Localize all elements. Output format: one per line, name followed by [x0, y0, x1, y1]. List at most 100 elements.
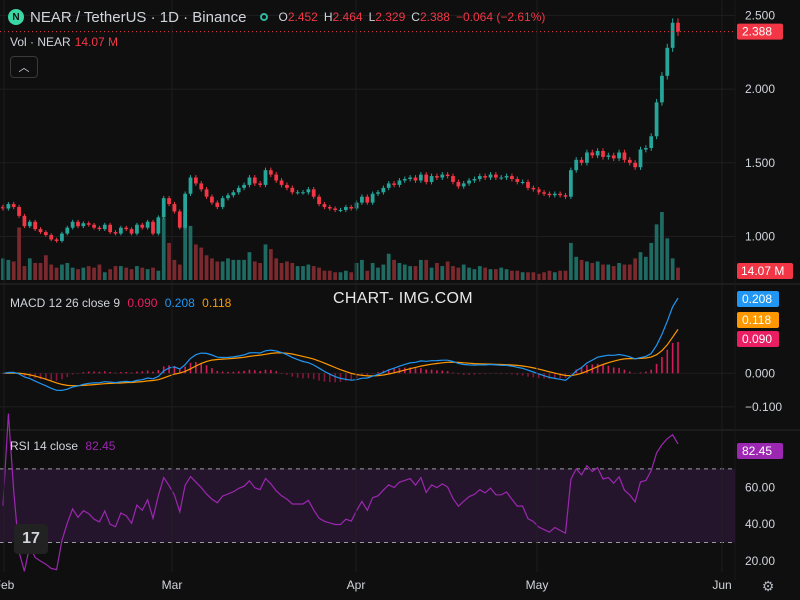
macd-histogram-bar	[275, 371, 278, 374]
candle	[542, 189, 546, 197]
time-tick-label: Apr	[347, 578, 366, 592]
volume-bar	[467, 267, 471, 280]
candle-body	[285, 184, 289, 188]
near-logo-icon: N	[8, 9, 24, 25]
tradingview-logo-icon[interactable]: 17	[14, 524, 48, 554]
macd-value-badge	[737, 331, 779, 347]
candle-body	[445, 174, 450, 177]
candle-body	[627, 159, 632, 163]
volume-bar	[33, 263, 38, 280]
candle	[167, 195, 171, 207]
volume-bar	[627, 264, 632, 280]
volume-bar	[499, 267, 504, 280]
macd-histogram-bar	[650, 369, 653, 374]
candle	[220, 195, 225, 210]
candle-body	[295, 192, 300, 194]
macd-histogram-bar	[366, 373, 369, 376]
macd-histogram-bar	[661, 357, 663, 374]
candle	[145, 219, 150, 230]
macd-histogram-bar	[425, 369, 428, 374]
candle	[568, 167, 573, 199]
watermark: CHART- IMG.COM	[333, 290, 473, 307]
candle	[17, 204, 21, 218]
macd-histogram-bar	[237, 371, 240, 374]
candle-body	[477, 176, 482, 180]
candle-body	[456, 181, 461, 187]
candle-body	[268, 170, 273, 175]
volume-value: 14.07 M	[74, 35, 119, 49]
volume-bar	[102, 272, 107, 280]
volume-bar	[17, 227, 21, 280]
candle-body	[365, 196, 370, 203]
macd-histogram-bar	[468, 373, 470, 375]
candle	[349, 204, 354, 211]
candle	[161, 195, 166, 220]
volume-bar	[418, 259, 423, 280]
macd-histogram-bar	[253, 370, 256, 374]
macd-histogram-bar	[511, 373, 513, 375]
macd-histogram-bar	[264, 369, 267, 374]
candle-body	[145, 221, 150, 228]
macd-histogram-bar	[527, 373, 529, 377]
volume-bar	[558, 270, 563, 280]
volume-bar	[510, 270, 514, 280]
macd-histogram-bar	[98, 371, 101, 374]
gear-icon[interactable]: ⚙	[761, 577, 775, 594]
macd-histogram-bar	[350, 373, 353, 381]
candle-body	[11, 204, 16, 208]
macd-histogram-bar	[195, 361, 197, 374]
candle-body	[590, 152, 595, 156]
candle-body	[327, 207, 332, 209]
volume-bar	[65, 263, 70, 280]
collapse-legend-button[interactable]: ︿	[10, 56, 38, 78]
volume-bar	[552, 272, 557, 280]
macd-histogram-bar	[82, 372, 85, 374]
macd-histogram-bar	[312, 373, 315, 380]
chart-header: N NEAR / TetherUS · 1D · Binance O2.452 …	[8, 6, 545, 28]
volume-bar	[177, 264, 182, 280]
volume-bar	[563, 270, 568, 280]
candle-body	[81, 223, 86, 227]
change-label: −0.064 (−2.61%)	[455, 10, 546, 24]
candle	[547, 191, 552, 198]
volume-bar	[108, 269, 113, 280]
candle-body	[70, 221, 75, 228]
macd-histogram-bar	[87, 371, 90, 374]
candle-body	[290, 187, 295, 193]
price-tick-label: 2.000	[745, 82, 775, 96]
rsi-name: RSI 14 close	[10, 439, 79, 453]
volume-bar	[381, 264, 386, 280]
candle	[285, 182, 289, 191]
macd-histogram-bar	[393, 368, 395, 374]
volume-bar	[643, 256, 648, 280]
candle	[418, 172, 423, 183]
candle	[301, 189, 305, 195]
macd-histogram-bar	[441, 370, 444, 374]
macd-value-badge	[737, 291, 779, 307]
volume-bar	[408, 266, 413, 280]
candle	[370, 191, 375, 205]
macd-legend: MACD 12 26 close 9 0.090 0.208 0.118	[10, 296, 235, 310]
volume-bar	[301, 266, 305, 280]
candle-body	[660, 75, 664, 103]
macd-histogram-bar	[489, 373, 492, 374]
symbol-title[interactable]: NEAR / TetherUS · 1D · Binance	[30, 8, 247, 26]
candle	[258, 181, 263, 188]
candle-body	[124, 227, 129, 230]
volume-bar	[183, 216, 188, 280]
volume-bar	[27, 258, 32, 280]
volume-bar	[547, 270, 552, 280]
macd-histogram-bar	[371, 373, 374, 374]
volume-bar	[220, 261, 225, 280]
volume-bar	[140, 267, 145, 280]
candle-body	[333, 208, 338, 210]
volume-bar	[493, 269, 498, 280]
volume-bar	[199, 247, 204, 280]
rsi-value-badge	[737, 443, 783, 459]
candle-body	[424, 174, 429, 182]
candle	[472, 176, 477, 183]
volume-bar	[424, 259, 429, 280]
candle	[183, 191, 188, 230]
candle	[488, 172, 493, 181]
